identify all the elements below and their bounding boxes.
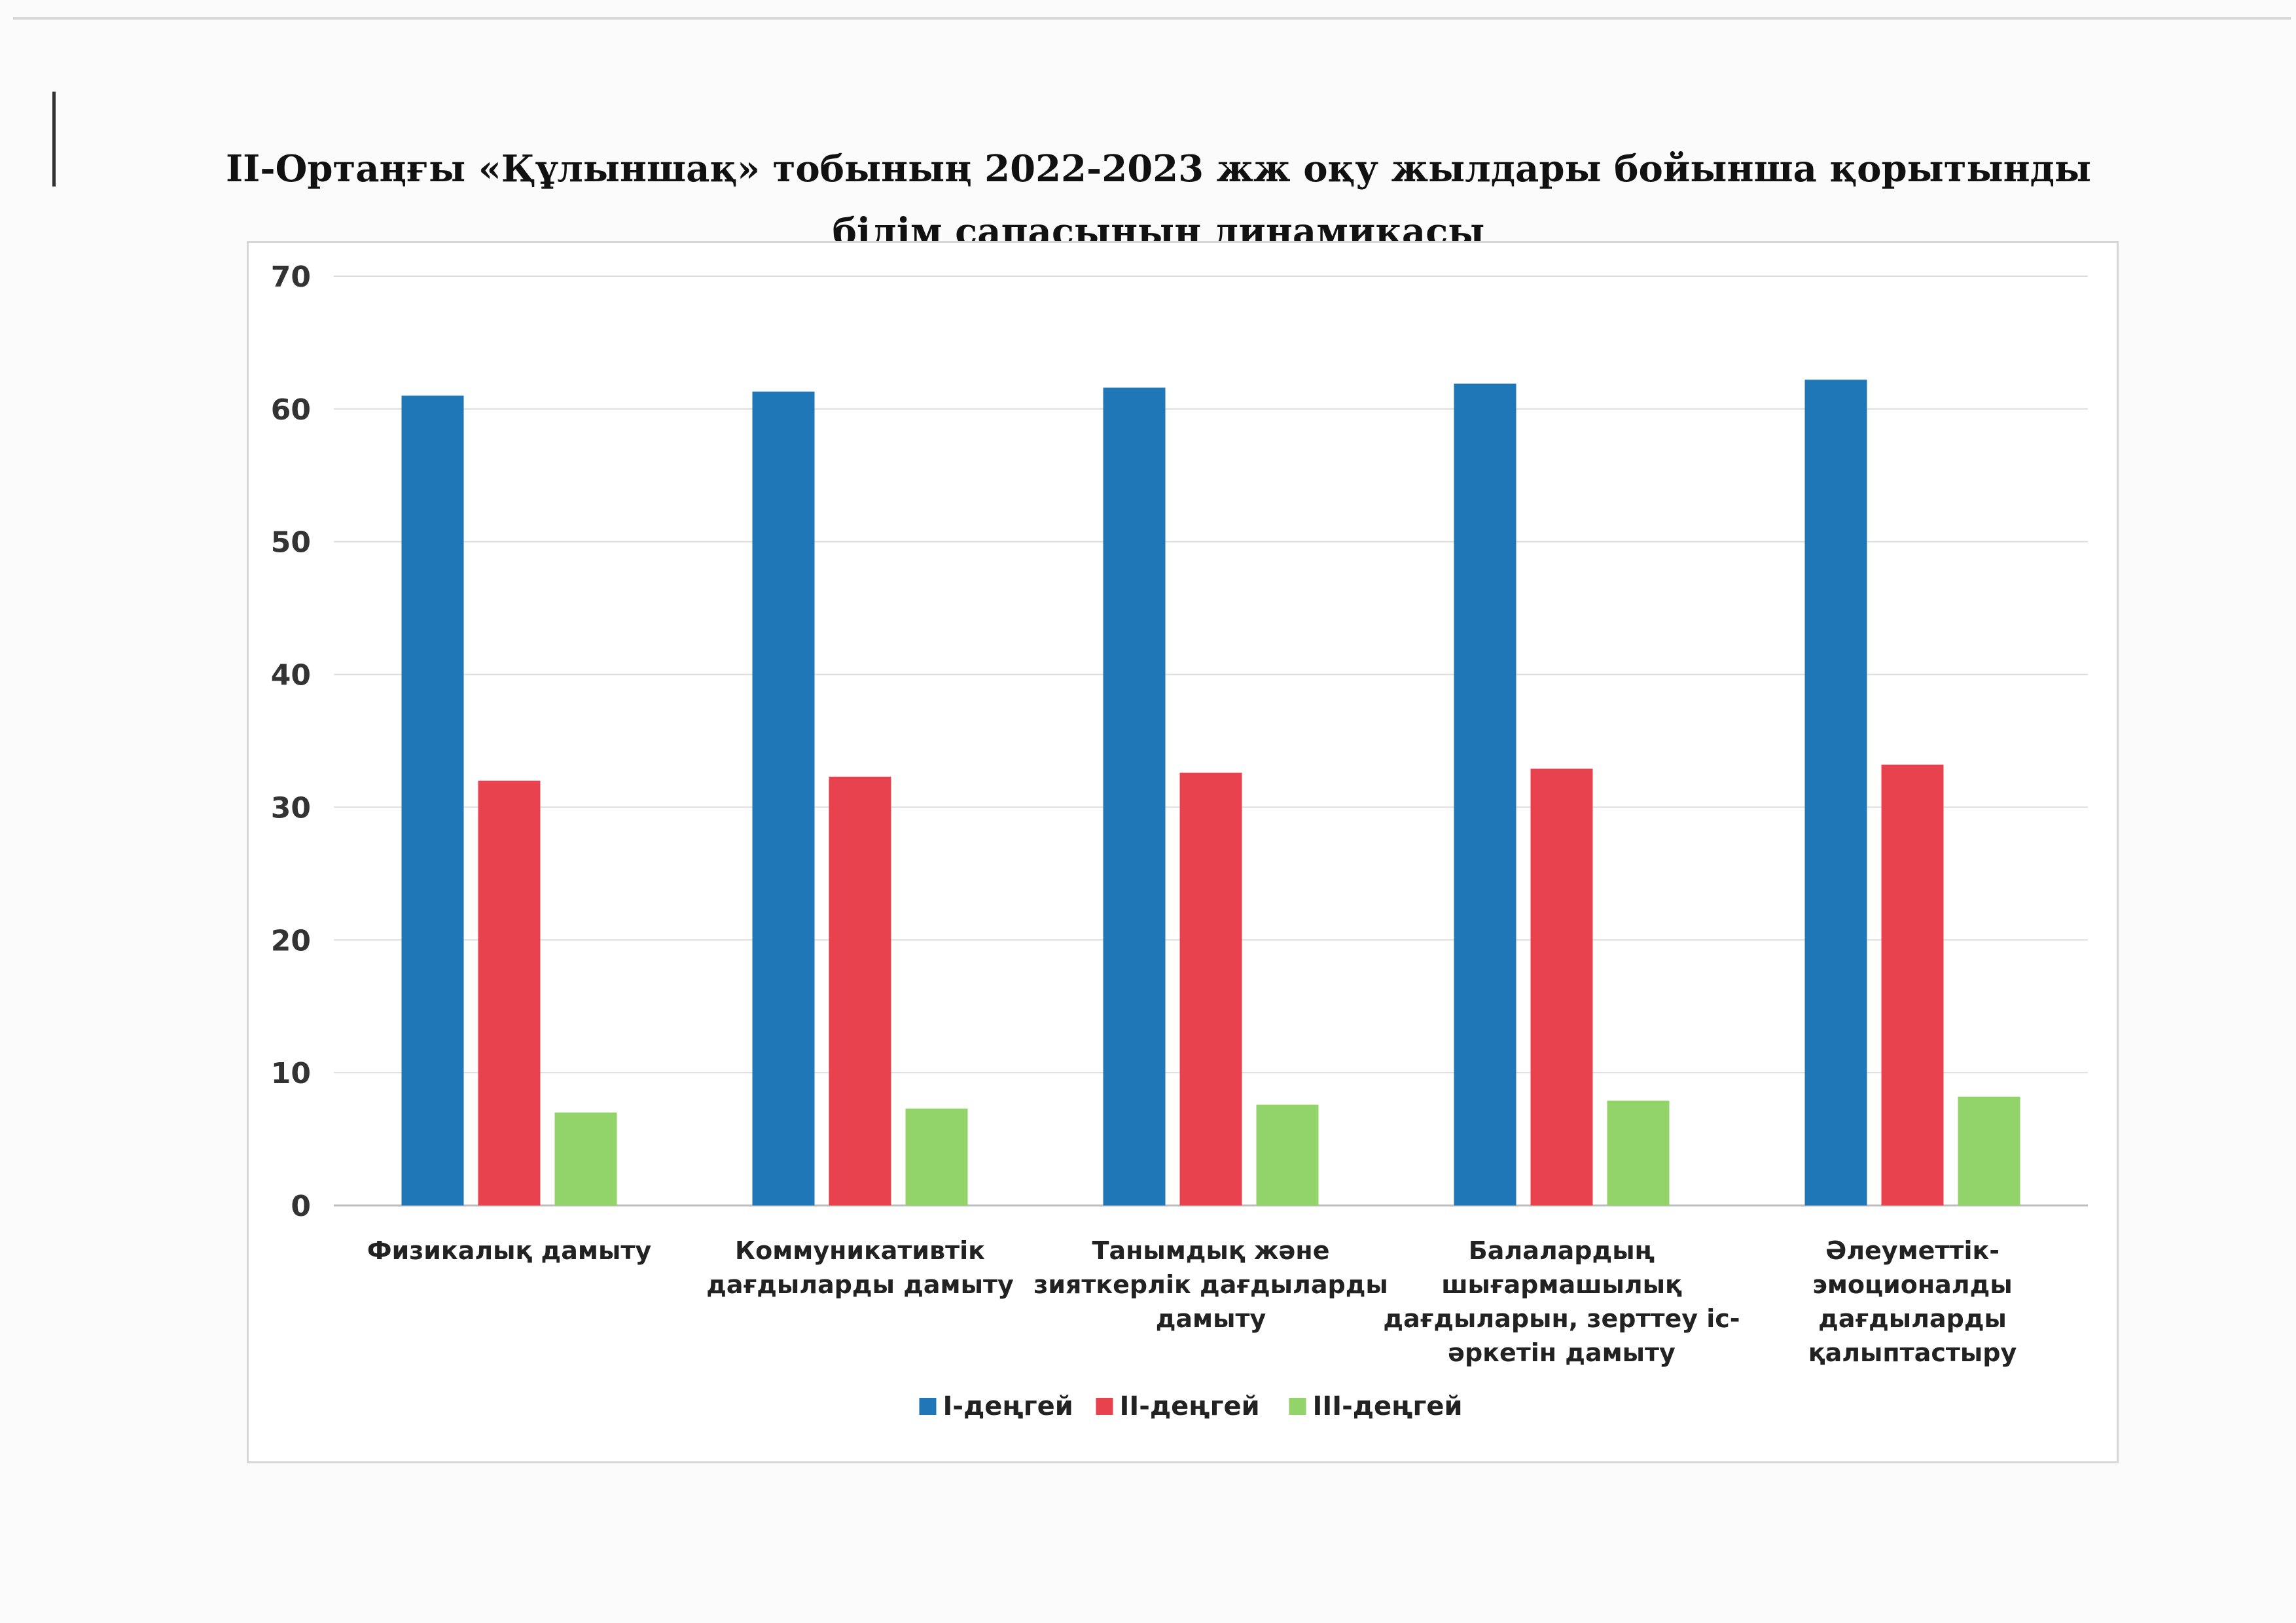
bar <box>478 780 541 1205</box>
bar <box>1454 383 1516 1206</box>
category-label-line: зияткерлік дағдыларды <box>1033 1270 1388 1299</box>
bar <box>1103 387 1166 1205</box>
bar-chart: 0 10 20 30 40 50 60 70 Физикалық дамыту Коммуник… <box>271 260 2088 1421</box>
category-label-line: дағдыларды <box>1818 1304 2007 1333</box>
category-label-line: дамыту <box>1156 1304 1266 1333</box>
bar <box>905 1108 968 1205</box>
bar <box>1179 772 1242 1205</box>
category-label-line: Коммуникативтік <box>735 1236 985 1265</box>
bar <box>752 391 815 1205</box>
category-label: Танымдық және зияткерлік дағдыларды дамыту <box>1033 1236 1388 1333</box>
bars <box>401 380 2020 1206</box>
y-tick-label: 70 <box>271 260 311 294</box>
category-label: Балалардың шығармашылық дағдыларын, зертте… <box>1383 1236 1740 1367</box>
y-tick-label: 60 <box>271 393 311 427</box>
category-label-line: шығармашылық <box>1441 1270 1682 1299</box>
x-axis-categories: Физикалық дамыту Коммуникативтік дағдылард… <box>367 1236 2017 1367</box>
category-label-line: Танымдық және <box>1092 1236 1330 1265</box>
bar <box>401 395 464 1205</box>
category-label: Әлеуметтік-эмоционалды дағдыларды қалыптас… <box>1808 1236 2017 1367</box>
category-label-line: эмоционалды <box>1812 1270 2012 1299</box>
bar <box>1530 768 1593 1205</box>
category-label-line: әркетін дамыту <box>1448 1338 1676 1367</box>
chart-frame: 0 10 20 30 40 50 60 70 Физикалық дамыту Коммуник… <box>247 241 2119 1463</box>
legend-label: I-деңгей <box>943 1391 1073 1421</box>
y-tick-label: 50 <box>271 526 311 560</box>
y-tick-label: 10 <box>271 1057 311 1090</box>
scan-edge-left <box>52 92 56 187</box>
legend-swatch <box>1289 1398 1306 1415</box>
legend-swatch <box>1096 1398 1113 1415</box>
y-axis-ticks: 0 10 20 30 40 50 60 70 <box>271 260 311 1223</box>
legend-label: II-деңгей <box>1120 1391 1260 1421</box>
page-title: II-Ортаңғы «Құлыншақ» тобының 2022-2023 … <box>225 147 2092 253</box>
grid-lines <box>334 276 2088 1207</box>
scan-edge-top <box>13 17 2291 20</box>
legend-label: III-деңгей <box>1313 1391 1463 1421</box>
bar <box>1958 1096 2020 1205</box>
bar <box>554 1113 617 1205</box>
y-tick-label: 0 <box>291 1190 311 1223</box>
bar <box>1607 1100 1670 1205</box>
y-tick-label: 20 <box>271 924 311 957</box>
category-label-line: қалыптастыру <box>1808 1338 2017 1367</box>
category-label: Физикалық дамыту <box>367 1236 651 1265</box>
bar <box>1804 380 1867 1206</box>
category-label-line: Физикалық дамыту <box>367 1236 651 1265</box>
category-label-line: дағдыларын, зерттеу іс- <box>1383 1304 1740 1333</box>
bar <box>1881 764 1944 1205</box>
category-label-line: дағдыларды дамыту <box>706 1270 1014 1299</box>
legend-swatch <box>919 1398 937 1415</box>
category-label: Коммуникативтік дағдыларды дамыту <box>706 1236 1014 1299</box>
category-label-line: Балалардың <box>1469 1236 1655 1265</box>
bar <box>1256 1104 1319 1205</box>
y-tick-label: 30 <box>271 791 311 825</box>
legend: I-деңгей II-деңгей III-деңгей <box>919 1391 1463 1421</box>
category-label-line: Әлеуметтік- <box>1825 1236 2000 1265</box>
y-tick-label: 40 <box>271 659 311 692</box>
bar <box>829 776 891 1205</box>
